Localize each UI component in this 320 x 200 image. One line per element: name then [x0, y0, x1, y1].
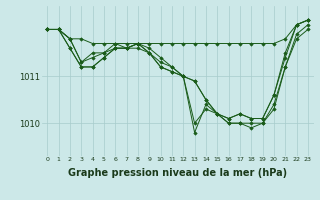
X-axis label: Graphe pression niveau de la mer (hPa): Graphe pression niveau de la mer (hPa)	[68, 168, 287, 178]
